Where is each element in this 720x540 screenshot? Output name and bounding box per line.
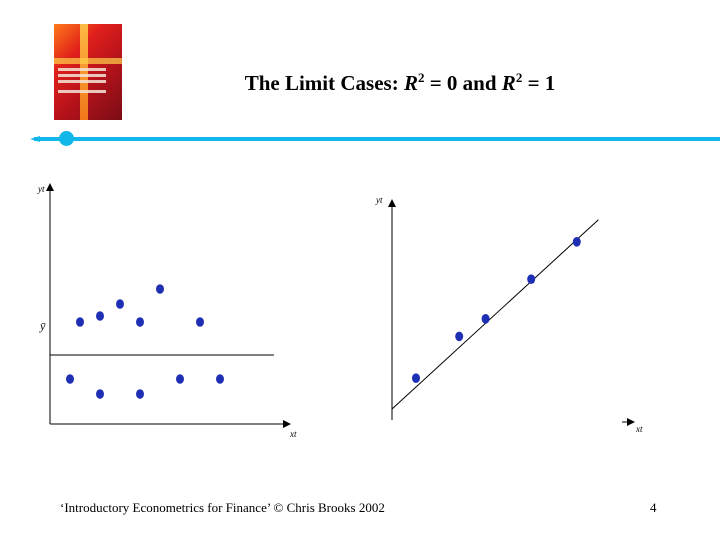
data-point: [96, 311, 104, 321]
title-sup-2: 2: [515, 70, 523, 85]
data-point: [156, 284, 164, 294]
book-cover-image: [54, 24, 122, 120]
data-point: [572, 237, 581, 247]
left-mean-label: ȳ: [39, 319, 46, 333]
cover-text-lines: [58, 68, 106, 71]
title-eq1: = 1: [522, 71, 556, 95]
data-point: [455, 331, 464, 342]
data-point: [116, 299, 124, 309]
right-x-label: xt: [635, 424, 643, 434]
right-y-label: yt: [375, 195, 383, 205]
title-r-symbol-2: R: [501, 71, 516, 95]
fit-line: [391, 219, 599, 410]
slide-title: The Limit Cases: R2 = 0 and R2 = 1: [130, 70, 670, 96]
data-point: [96, 389, 104, 399]
cover-streak-horizontal: [54, 58, 122, 64]
data-point: [527, 274, 536, 285]
divider-dot: [59, 131, 74, 146]
title-eq0: = 0 and: [424, 71, 502, 95]
data-point: [136, 317, 144, 327]
title-r-symbol-1: R: [403, 71, 418, 95]
data-point: [481, 314, 490, 324]
data-point: [176, 374, 184, 384]
title-sup-1: 2: [417, 70, 425, 85]
title-divider-bar: [34, 137, 720, 141]
data-point: [136, 389, 144, 399]
footer-citation: ‘Introductory Econometrics for Finance’ …: [60, 500, 385, 515]
cover-streak: [80, 24, 88, 120]
left-chart-marks: [50, 284, 274, 399]
right-chart-marks: [391, 219, 599, 410]
data-point: [216, 374, 224, 384]
data-point: [196, 317, 204, 327]
left-y-label: yt: [37, 184, 45, 194]
page-number: 4: [650, 500, 657, 515]
data-point: [76, 317, 84, 327]
data-point: [66, 374, 74, 384]
data-point: [412, 373, 420, 384]
title-prefix: The Limit Cases:: [244, 71, 404, 95]
left-x-label: xt: [289, 429, 297, 439]
